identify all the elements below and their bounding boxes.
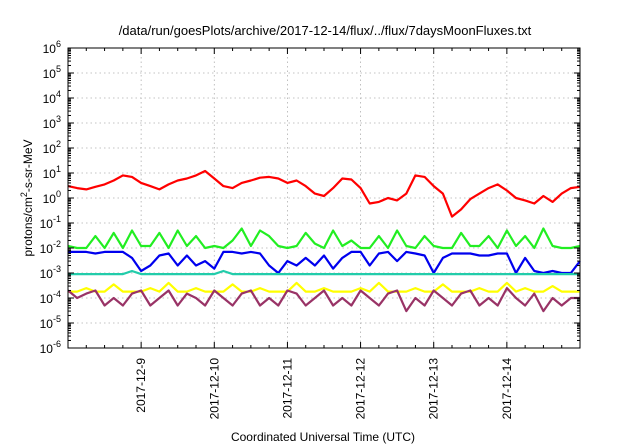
series-line [68, 269, 580, 276]
x-axis-label: Coordinated Universal Time (UTC) [231, 430, 415, 444]
y-tick-label: 10-3 [40, 264, 61, 281]
series-lines [67, 169, 581, 313]
x-tick-label: 2017-12-13 [427, 358, 441, 420]
y-tick-label: 105 [43, 64, 61, 81]
x-tick-label: 2017-12-11 [280, 358, 294, 419]
y-axis-label: protons/cm2-s-sr-MeV [19, 139, 35, 256]
y-tick-label: 106 [43, 39, 61, 56]
series-line [68, 250, 581, 275]
y-tick-label: 102 [43, 139, 61, 156]
grid-lines [68, 48, 580, 348]
y-tick-label: 10-5 [40, 314, 61, 331]
axis-ticks: 10-6 10-5 10-4 10-3 10-2 10-1 100 101 102 103 104 1… [40, 39, 580, 419]
series-line [67, 227, 581, 250]
series-line [67, 169, 581, 218]
y-tick-label: 10-2 [40, 239, 61, 256]
y-tick-label: 104 [43, 89, 61, 106]
y-tick-label: 10-4 [40, 289, 61, 306]
series-line [67, 287, 580, 313]
y-axis-label-group: protons/cm2-s-sr-MeV [19, 139, 35, 256]
y-tick-label: 10-6 [40, 339, 61, 356]
y-tick-label: 100 [43, 189, 61, 206]
series-line [68, 281, 580, 293]
y-tick-label: 103 [43, 114, 61, 131]
x-tick-label: 2017-12-14 [500, 358, 514, 420]
x-tick-label: 2017-12-12 [354, 358, 368, 420]
chart-title: /data/run/goesPlots/archive/2017-12-14/f… [119, 23, 532, 38]
x-tick-label: 2017-12-10 [207, 358, 221, 420]
y-tick-label: 10-1 [40, 214, 61, 231]
x-tick-label: 2017-12-9 [134, 358, 148, 413]
y-tick-label: 101 [43, 164, 61, 181]
